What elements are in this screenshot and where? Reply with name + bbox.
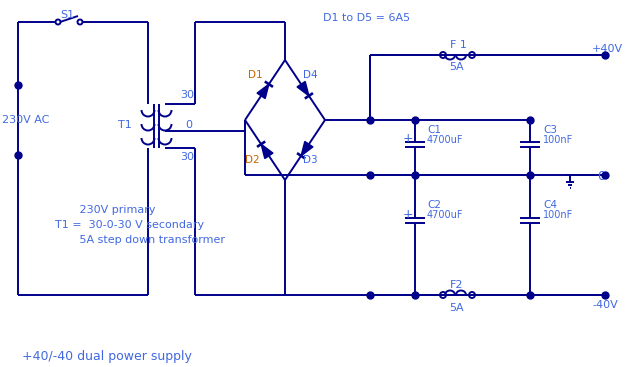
Text: D2: D2 (245, 155, 260, 165)
Text: F 1: F 1 (450, 40, 467, 50)
Text: 5A: 5A (449, 62, 463, 72)
Text: T1: T1 (118, 120, 132, 130)
Text: C3: C3 (543, 125, 557, 135)
Text: D4: D4 (303, 70, 317, 80)
Text: S1: S1 (60, 10, 74, 20)
Polygon shape (261, 144, 273, 159)
Text: 5A: 5A (449, 303, 463, 313)
Text: D1 to D5 = 6A5: D1 to D5 = 6A5 (323, 13, 410, 23)
Text: C1: C1 (427, 125, 441, 135)
Text: 5A step down transformer: 5A step down transformer (55, 235, 225, 245)
Text: +40V: +40V (592, 44, 623, 54)
Text: 4700uF: 4700uF (427, 210, 463, 220)
Text: 0: 0 (185, 120, 192, 130)
Text: C4: C4 (543, 200, 557, 210)
Text: F2: F2 (450, 280, 463, 290)
Polygon shape (301, 141, 313, 156)
Text: 100nF: 100nF (543, 135, 573, 145)
Text: T1 =  30-0-30 V secondary: T1 = 30-0-30 V secondary (55, 220, 204, 230)
Text: 100nF: 100nF (543, 210, 573, 220)
Polygon shape (257, 84, 269, 99)
Text: +: + (403, 208, 413, 221)
Text: +40/-40 dual power supply: +40/-40 dual power supply (22, 350, 192, 363)
Text: -40V: -40V (592, 300, 618, 310)
Text: +: + (403, 132, 413, 145)
Text: D1: D1 (248, 70, 262, 80)
Polygon shape (297, 81, 309, 96)
Text: 0: 0 (597, 170, 605, 183)
Text: D3: D3 (303, 155, 317, 165)
Text: 30: 30 (180, 152, 194, 162)
Text: 30: 30 (180, 90, 194, 100)
Text: 230V primary: 230V primary (55, 205, 156, 215)
Text: 230V AC: 230V AC (2, 115, 49, 125)
Text: 4700uF: 4700uF (427, 135, 463, 145)
Text: C2: C2 (427, 200, 441, 210)
